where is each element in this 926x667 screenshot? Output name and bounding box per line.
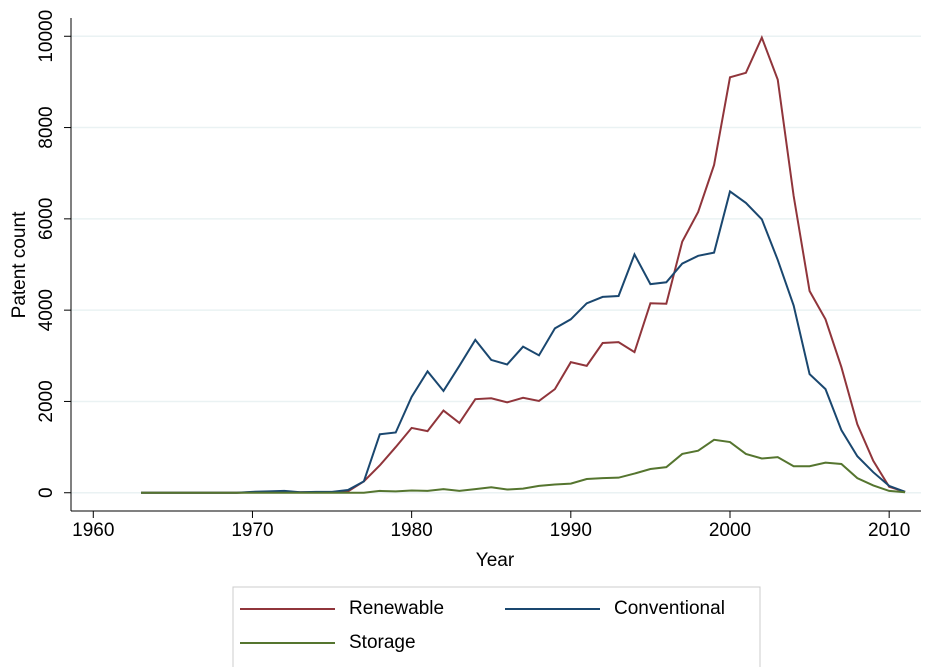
x-tick-label: 1980 (390, 520, 432, 541)
y-tick-label: 6000 (36, 198, 57, 240)
y-tick-label: 8000 (36, 106, 57, 148)
y-tick-label: 4000 (36, 289, 57, 331)
x-tick-label: 1990 (550, 520, 592, 541)
legend-label: Storage (349, 632, 416, 653)
x-tick-label: 1960 (72, 520, 114, 541)
legend-label: Renewable (349, 598, 444, 619)
x-tick-label: 2010 (868, 520, 910, 541)
x-tick-label: 2000 (709, 520, 751, 541)
y-axis-label: Patent count (9, 211, 30, 318)
y-tick-label: 2000 (36, 380, 57, 422)
y-tick-label: 10000 (36, 10, 57, 63)
x-tick-label: 1970 (231, 520, 273, 541)
legend-box (232, 586, 761, 667)
series-line (141, 189, 906, 494)
legend-label: Conventional (614, 598, 725, 619)
series-line (141, 35, 906, 494)
series-line (141, 438, 906, 494)
y-tick-label: 0 (36, 487, 57, 498)
x-axis-label: Year (476, 550, 515, 571)
